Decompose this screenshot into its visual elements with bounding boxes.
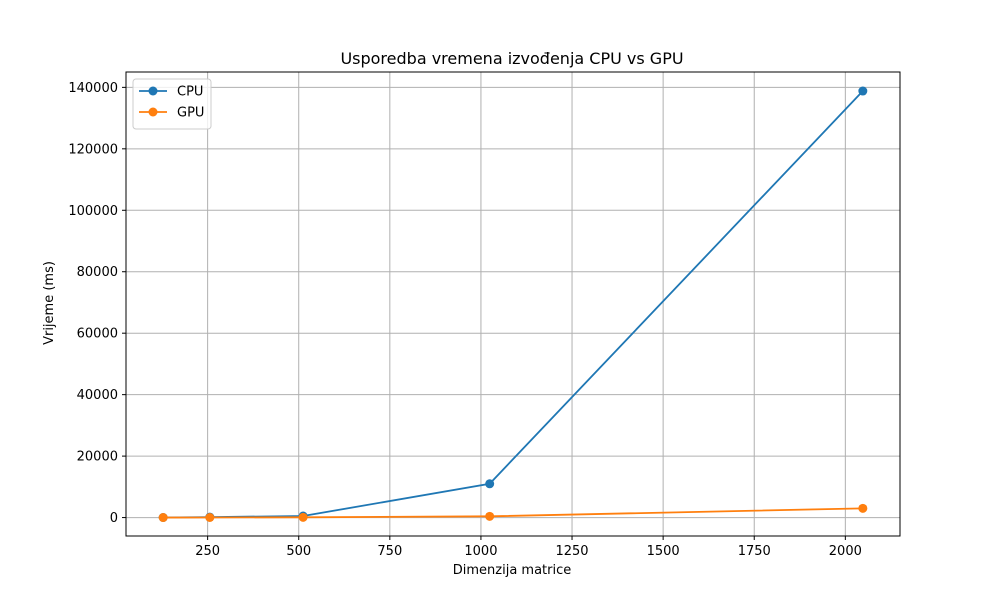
x-tick-label: 1750: [738, 544, 771, 559]
y-tick-label: 80000: [77, 265, 118, 280]
gpu-point: [858, 503, 868, 513]
cpu-point: [485, 479, 495, 489]
y-tick-label: 0: [110, 511, 118, 526]
legend-cpu-marker: [148, 86, 158, 96]
x-tick-label: 1000: [464, 544, 497, 559]
x-tick-label: 250: [195, 544, 220, 559]
y-axis-label: Vrijeme (ms): [42, 261, 57, 345]
y-tick-label: 120000: [68, 142, 118, 157]
x-axis-label: Dimenzija matrice: [453, 563, 572, 578]
y-tick-label: 60000: [77, 327, 118, 342]
legend: CPU GPU: [132, 78, 212, 130]
y-tick-label: 100000: [68, 204, 118, 219]
cpu-point: [858, 86, 868, 96]
x-tick-label: 1250: [555, 544, 588, 559]
x-tick-label: 2000: [829, 544, 862, 559]
tick-layer: 250 500 750 1000 1250 1500 1750 200002000040000…: [68, 81, 862, 559]
x-tick-label: 750: [377, 544, 402, 559]
y-tick-label: 20000: [77, 450, 118, 465]
chart-title: Usporedba vremena izvođenja CPU vs GPU: [340, 49, 683, 68]
y-tick-label: 40000: [77, 388, 118, 403]
gpu-series: [158, 503, 868, 523]
gpu-point: [158, 513, 168, 523]
plot-frame: [125, 71, 901, 537]
x-tick-label: 500: [286, 544, 311, 559]
legend-gpu-label: GPU: [177, 106, 204, 121]
legend-cpu-label: CPU: [177, 85, 203, 100]
x-tick-label: 1500: [647, 544, 680, 559]
gpu-point: [298, 512, 308, 522]
gpu-point: [205, 513, 215, 523]
series-layer: [158, 86, 868, 523]
legend-gpu-marker: [148, 107, 158, 117]
y-tick-label: 140000: [68, 81, 118, 96]
gpu-point: [485, 511, 495, 521]
